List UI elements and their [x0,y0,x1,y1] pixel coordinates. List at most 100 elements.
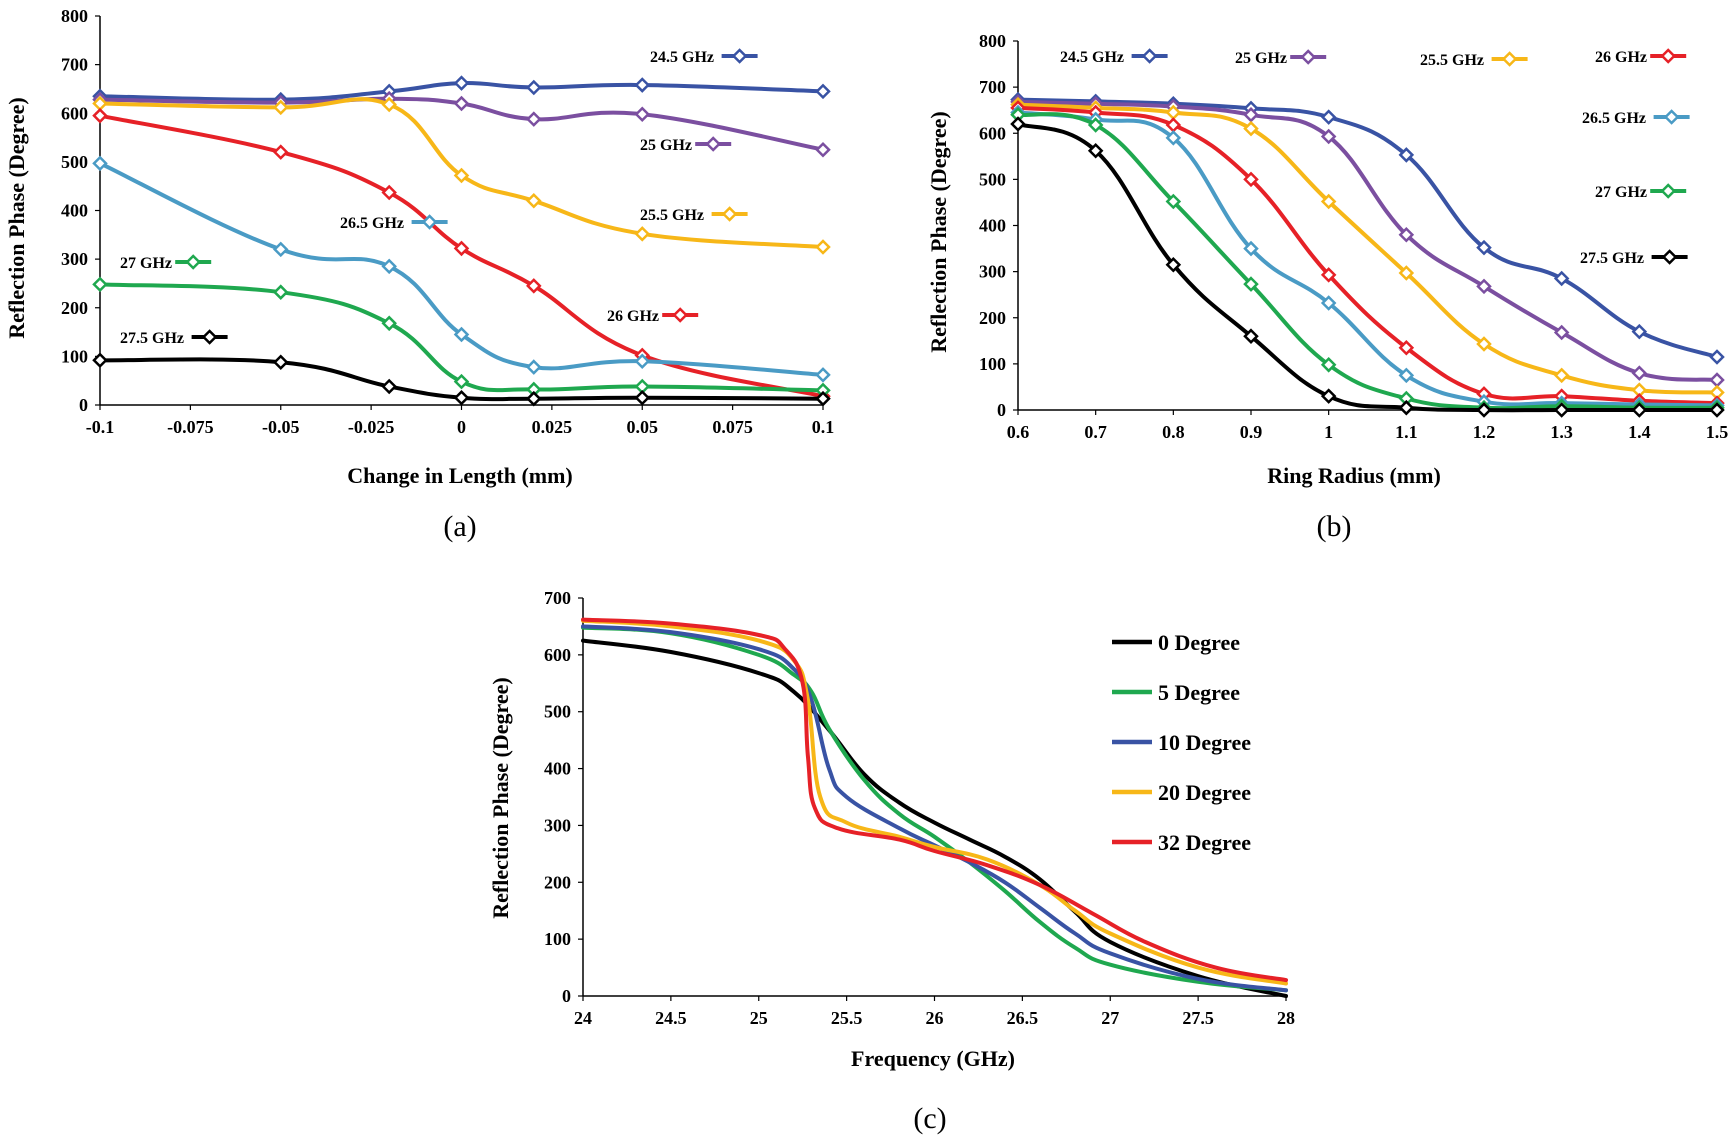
data-point-marker [1320,295,1337,311]
y-tick-label: 500 [544,702,571,722]
data-point-marker [1087,143,1104,159]
data-point-marker [1709,402,1725,418]
series-line-25-5-ghz [1016,102,1719,395]
legend-label: 26.5 GHz [340,215,404,232]
data-point-marker [381,184,397,201]
y-tick-label: 600 [979,123,1006,143]
data-point-marker [1476,336,1492,352]
y-tick-label: 400 [979,216,1006,236]
data-point-marker [381,96,397,113]
x-tick-label: 28 [1277,1008,1295,1028]
data-point-marker [381,378,397,395]
legend-label: 25.5 GHz [640,207,704,224]
y-tick-label: 700 [544,588,571,608]
series-line-20-degree [581,618,1288,986]
data-point-marker [634,226,651,242]
data-point-marker [453,75,470,91]
data-point-marker [1243,171,1259,188]
legend-marker [731,48,748,64]
y-tick-label: 300 [544,815,571,835]
data-point-marker [634,77,651,93]
data-point-marker [453,95,470,112]
data-point-marker [1320,193,1337,210]
legend-label: 24.5 GHz [650,49,714,66]
legend-label: 5 Degree [1158,680,1240,705]
data-point-marker [92,155,108,172]
data-point-marker [1243,276,1259,292]
x-tick-label: -0.025 [348,417,395,437]
data-point-marker [815,390,831,407]
legend-marker [421,214,438,230]
x-tick-label: 0.1 [812,417,835,437]
data-point-marker [1553,324,1570,341]
data-point-marker [381,258,397,275]
y-tick-label: 400 [61,201,88,221]
x-tick-label: 0.7 [1084,422,1107,442]
chart-c-xlabel: Frequency (GHz) [851,1046,1015,1071]
y-tick-label: 300 [61,249,88,269]
series-line-26-5-ghz [1016,110,1719,408]
y-tick-label: 400 [544,759,571,779]
chart-b: 0.6 0.7 0.8 0.9 1 1.1 1.2 1.3 1.4 1.5 0 100 200 300 40… [926,31,1728,543]
legend-marker [1660,48,1676,64]
chart-a: -0.1 -0.075 -0.05 -0.025 0 0.025 0.05 0.075 0.1 0… [4,6,834,543]
data-point-marker [453,326,470,343]
y-tick-label: 200 [61,298,88,318]
chart-b-ylabel: Reflection Phase (Degree) [926,111,951,353]
x-tick-label: 25 [750,1008,768,1028]
legend-marker [201,329,218,345]
data-point-marker [1087,117,1104,133]
data-point-marker [453,240,470,257]
data-point-marker [1476,278,1492,295]
legend-label: 27 GHz [1595,184,1647,201]
legend-label: 10 Degree [1158,730,1251,755]
data-point-marker [1320,109,1337,125]
data-point-marker [1476,402,1492,418]
y-tick-label: 0 [997,400,1006,420]
data-point-marker [526,390,542,407]
x-tick-label: 1.4 [1628,422,1651,442]
legend-label: 26.5 GHz [1582,110,1646,127]
legend-marker [1141,48,1158,64]
x-tick-label: 24 [574,1008,592,1028]
legend-label: 24.5 GHz [1060,49,1124,66]
data-point-marker [815,367,831,383]
series-line-24-5-ghz [1016,97,1719,359]
legend-marker [1300,49,1316,65]
y-tick-label: 800 [979,31,1006,51]
series-line-25-ghz [1016,99,1719,382]
chart-b-xlabel: Ring Radius (mm) [1267,463,1441,488]
legend-label: 26 GHz [1595,49,1647,66]
chart-a-ylabel: Reflection Phase (Degree) [4,97,29,339]
data-point-marker [1476,239,1492,256]
x-tick-label: 1.3 [1550,422,1573,442]
x-tick-label: -0.075 [167,417,214,437]
data-point-marker [272,241,289,258]
data-point-marker [526,111,542,127]
data-point-marker [1320,267,1337,283]
data-point-marker [1631,365,1648,381]
legend-marker [721,206,738,222]
series-line-27-5-ghz [1016,122,1719,413]
chart-a-caption: (a) [443,510,476,543]
data-point-marker [815,239,831,255]
y-tick-label: 700 [61,55,88,75]
data-point-marker [1165,256,1182,273]
y-tick-label: 0 [562,986,571,1006]
x-tick-label: 1.1 [1395,422,1418,442]
legend-label: 32 Degree [1158,830,1251,855]
y-tick-label: 100 [544,929,571,949]
data-point-marker [272,284,289,300]
legend-label: 26 GHz [607,308,659,325]
y-tick-label: 800 [61,6,88,26]
legend-label: 27 GHz [120,255,172,272]
data-point-marker [526,79,542,96]
data-point-marker [92,352,108,369]
data-point-marker [92,107,108,124]
y-tick-label: 500 [61,152,88,172]
data-point-marker [1165,130,1182,146]
chart-a-xlabel: Change in Length (mm) [347,463,573,488]
x-tick-label: 1 [1324,422,1333,442]
data-point-marker [815,141,831,158]
data-point-marker [453,389,470,406]
